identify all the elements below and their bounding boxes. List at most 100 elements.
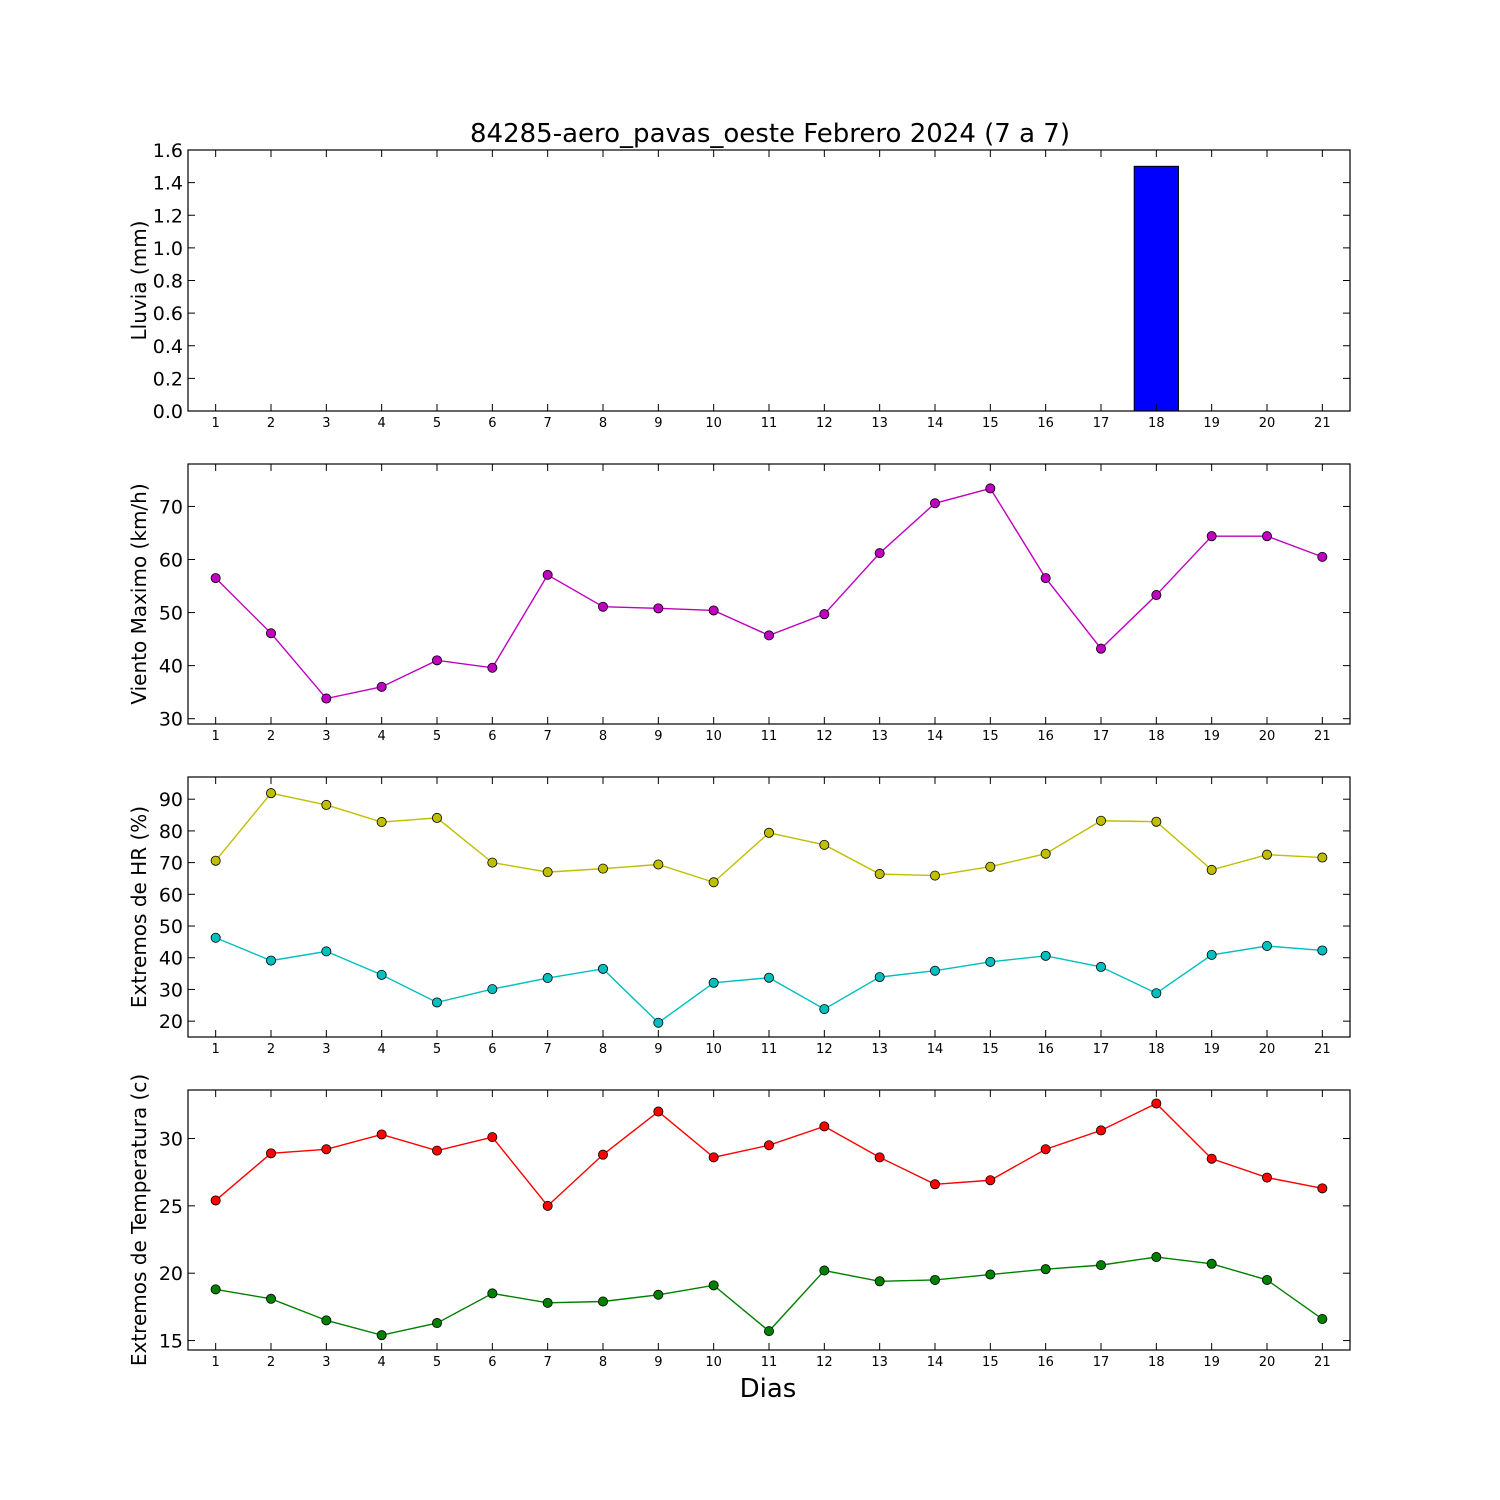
humidity-series-1-point-15 (985, 956, 996, 967)
humidity-ytick-label: 50 (159, 916, 183, 938)
temperature-y-axis-label: Extremos de Temperatura (c) (127, 1074, 151, 1366)
wind-xtick-label: 4 (378, 729, 386, 744)
temperature-series-0-point-17 (1096, 1125, 1107, 1136)
humidity-series-0-point-10 (708, 877, 719, 888)
temperature-series-1-point-2 (265, 1293, 276, 1304)
humidity-series-0-point-2 (265, 788, 276, 799)
temperature-series-0-point-11 (764, 1140, 775, 1151)
wind-y-axis-label: Viento Maximo (km/h) (127, 483, 151, 704)
temperature-series-1-point-15 (985, 1269, 996, 1280)
rain-xtick-label: 21 (1314, 416, 1331, 431)
humidity-xtick-label: 5 (433, 1042, 441, 1057)
humidity-ytick-label: 60 (159, 884, 183, 906)
humidity-series-0-point-16 (1040, 848, 1051, 859)
temperature-series-1-point-14 (930, 1274, 941, 1285)
wind-series-0-point-21 (1317, 551, 1328, 562)
wind-xtick-label: 7 (544, 729, 552, 744)
temperature-xtick-label: 16 (1037, 1355, 1054, 1370)
temperature-series-0-point-6 (487, 1132, 498, 1143)
wind-xtick-label: 13 (871, 729, 888, 744)
humidity-series-1-point-8 (598, 963, 609, 974)
humidity-xtick-label: 6 (488, 1042, 496, 1057)
wind-series-0-point-9 (653, 603, 664, 614)
temperature-series-1-point-6 (487, 1288, 498, 1299)
wind-series-0-point-3 (321, 693, 332, 704)
wind-xtick-label: 16 (1037, 729, 1054, 744)
humidity-series-1-point-18 (1151, 988, 1162, 999)
humidity-xtick-label: 8 (599, 1042, 607, 1057)
rain-ytick-label: 1.0 (153, 238, 183, 260)
humidity-series-1-point-7 (542, 973, 553, 984)
temperature-xtick-label: 8 (599, 1355, 607, 1370)
wind-xtick-label: 1 (212, 729, 220, 744)
wind-series-0-point-15 (985, 483, 996, 494)
humidity-series-0-point-19 (1206, 864, 1217, 875)
rain-xtick-label: 3 (322, 416, 330, 431)
humidity-xtick-label: 2 (267, 1042, 275, 1057)
temperature-xtick-label: 19 (1203, 1355, 1220, 1370)
rain-xtick-label: 13 (871, 416, 888, 431)
wind-xtick-label: 11 (761, 729, 778, 744)
temperature-xtick-label: 10 (705, 1355, 722, 1370)
wind-xtick-label: 19 (1203, 729, 1220, 744)
temperature-series-1-point-4 (376, 1330, 387, 1341)
humidity-series-0-point-12 (819, 839, 830, 850)
temperature-xtick-label: 3 (322, 1355, 330, 1370)
humidity-series-0-point-9 (653, 859, 664, 870)
wind-xtick-label: 2 (267, 729, 275, 744)
humidity-series-0-point-18 (1151, 816, 1162, 827)
rain-ytick-label: 1.4 (153, 173, 183, 195)
wind-series-0-point-10 (708, 605, 719, 616)
temperature-series-0-point-13 (874, 1152, 885, 1163)
temperature-series-1-point-10 (708, 1280, 719, 1291)
chart-title: 84285-aero_pavas_oeste Febrero 2024 (7 a… (470, 119, 1070, 149)
wind-xtick-label: 6 (488, 729, 496, 744)
wind-ytick-label: 30 (159, 709, 183, 731)
rain-ytick-label: 1.6 (153, 140, 183, 162)
temperature-xtick-label: 11 (761, 1355, 778, 1370)
humidity-series-0-point-21 (1317, 852, 1328, 863)
temperature-series-1-point-17 (1096, 1260, 1107, 1271)
temperature-series-0-point-3 (321, 1144, 332, 1155)
subplots-container: 0.00.20.40.60.81.01.21.41.61 2 3 4 5 6 7 8 9 10 11… (127, 140, 1351, 1370)
wind-series-0-point-1 (210, 573, 221, 584)
humidity-xtick-label: 18 (1148, 1042, 1165, 1057)
wind-xtick-label: 20 (1259, 729, 1276, 744)
temperature-series-1-point-8 (598, 1296, 609, 1307)
humidity-series-0-point-11 (764, 827, 775, 838)
wind-series-0-point-6 (487, 662, 498, 673)
rain-ytick-label: 0.2 (153, 368, 183, 390)
temperature-series-0-point-18 (1151, 1098, 1162, 1109)
humidity-series-0-point-3 (321, 799, 332, 810)
humidity-series-1-point-14 (930, 965, 941, 976)
humidity-series-0-point-15 (985, 861, 996, 872)
humidity-xtick-label: 1 (212, 1042, 220, 1057)
humidity-xtick-label: 19 (1203, 1042, 1220, 1057)
humidity-xtick-label: 9 (654, 1042, 662, 1057)
temperature-series-0-point-14 (930, 1179, 941, 1190)
humidity-series-0-point-4 (376, 817, 387, 828)
temperature-series-1-point-21 (1317, 1314, 1328, 1325)
rain-xtick-label: 8 (599, 416, 607, 431)
humidity-xtick-label: 20 (1259, 1042, 1276, 1057)
humidity-series-1-point-1 (210, 932, 221, 943)
wind-series-0-point-5 (431, 655, 442, 666)
rain-xtick-label: 19 (1203, 416, 1220, 431)
temperature-series-1-point-18 (1151, 1252, 1162, 1263)
rain-xtick-label: 10 (705, 416, 722, 431)
temperature-series-1-point-7 (542, 1297, 553, 1308)
temperature-series-1-point-20 (1262, 1274, 1273, 1285)
rain-xtick-label: 18 (1148, 416, 1165, 431)
humidity-ytick-label: 80 (159, 821, 183, 843)
temperature-series-0-point-20 (1262, 1172, 1273, 1183)
temperature-series-1-point-3 (321, 1315, 332, 1326)
temperature-series-0-point-21 (1317, 1183, 1328, 1194)
temperature-ytick-label: 20 (159, 1263, 183, 1285)
humidity-xtick-label: 16 (1037, 1042, 1054, 1057)
temperature-series-1-point-19 (1206, 1258, 1217, 1269)
x-axis-label: Dias (740, 1374, 797, 1404)
humidity-series-0-point-5 (431, 812, 442, 823)
humidity-ytick-label: 70 (159, 853, 183, 875)
temperature-series-0-point-1 (210, 1195, 221, 1206)
